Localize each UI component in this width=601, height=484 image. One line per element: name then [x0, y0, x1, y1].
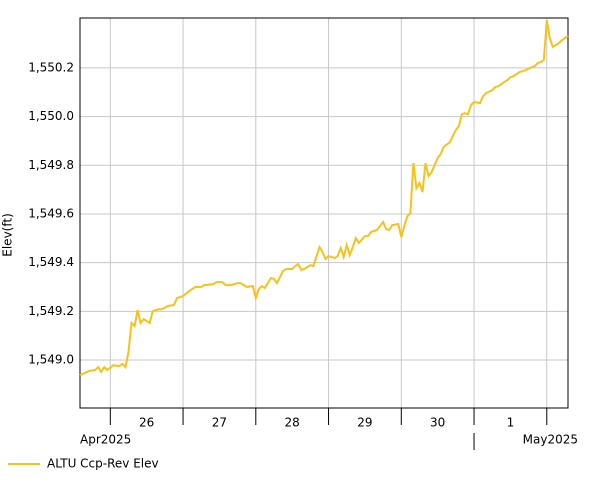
y-tick-label: 1,549.2: [28, 304, 74, 318]
y-tick-label: 1,550.0: [28, 109, 74, 123]
data-line: [79, 20, 569, 377]
month-label: May2025: [523, 433, 578, 447]
x-tick-label: 26: [139, 416, 154, 430]
y-tick-label: 1,549.8: [28, 158, 74, 172]
plot-border: [79, 17, 569, 409]
x-tick-label: 29: [357, 416, 372, 430]
x-tick-label: 27: [212, 416, 227, 430]
x-tick-label: 1: [507, 416, 515, 430]
y-tick-label: 1,549.0: [28, 353, 74, 367]
y-axis-label: Elev(ft): [1, 213, 15, 256]
x-tick-label: 28: [285, 416, 300, 430]
y-tick-label: 1,550.2: [28, 60, 74, 74]
y-tick-label: 1,549.4: [28, 255, 74, 269]
legend-label: ALTU Ccp-Rev Elev: [47, 457, 159, 471]
y-tick-label: 1,549.6: [28, 206, 74, 220]
month-label: Apr2025: [80, 433, 131, 447]
x-tick-label: 30: [430, 416, 445, 430]
